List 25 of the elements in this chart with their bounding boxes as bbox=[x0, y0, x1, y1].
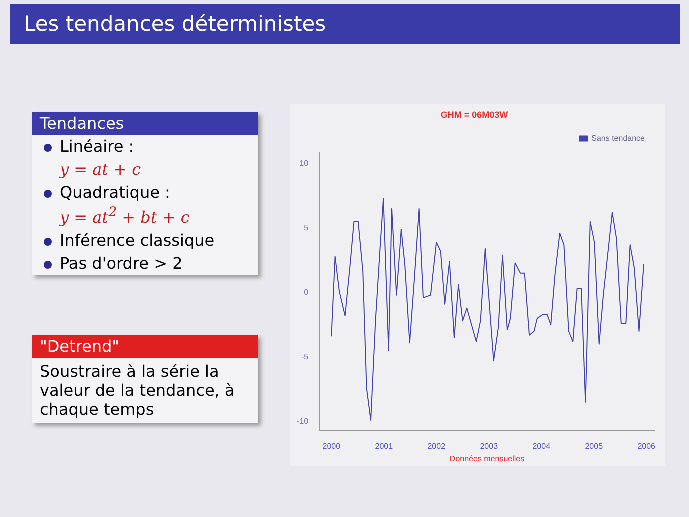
text: Quadratique : bbox=[32, 181, 258, 204]
y-tick-label: 10 bbox=[300, 158, 310, 168]
text: Tendances bbox=[32, 112, 258, 135]
text: Pas d'ordre > 2 bbox=[32, 252, 258, 276]
y-tick-label: 0 bbox=[304, 288, 310, 297]
x-axis-title: Données mensuelles bbox=[450, 454, 525, 464]
y-tick-label: -10 bbox=[297, 416, 310, 426]
text: y = at + c bbox=[60, 160, 142, 179]
y-tick-label: 5 bbox=[304, 223, 310, 232]
x-tick-label: 2001 bbox=[375, 442, 394, 451]
y-tick-label: -5 bbox=[301, 352, 310, 362]
text: Linéaire : bbox=[32, 135, 258, 158]
chart-subtitle: GHM = 06M03W bbox=[440, 110, 509, 120]
x-tick-label: 2004 bbox=[532, 442, 552, 451]
x-tick-label: 2005 bbox=[585, 442, 604, 451]
text: Inférence classique bbox=[32, 229, 258, 252]
x-tick-label: 2003 bbox=[480, 442, 499, 451]
text: y = at$^{2}$ + bt + c bbox=[60, 206, 190, 228]
text: Soustraire à la série la valeur de la tendance, à chaque temps bbox=[39, 361, 236, 421]
x-tick-label: 2000 bbox=[322, 442, 342, 451]
x-tick-label: 2006 bbox=[638, 442, 656, 451]
text: "Detrend" bbox=[32, 335, 258, 358]
x-tick-label: 2002 bbox=[428, 442, 446, 451]
legend-label: Sans tendance bbox=[592, 134, 646, 144]
chart-title: Les tendances déterministes bbox=[10, 4, 680, 44]
